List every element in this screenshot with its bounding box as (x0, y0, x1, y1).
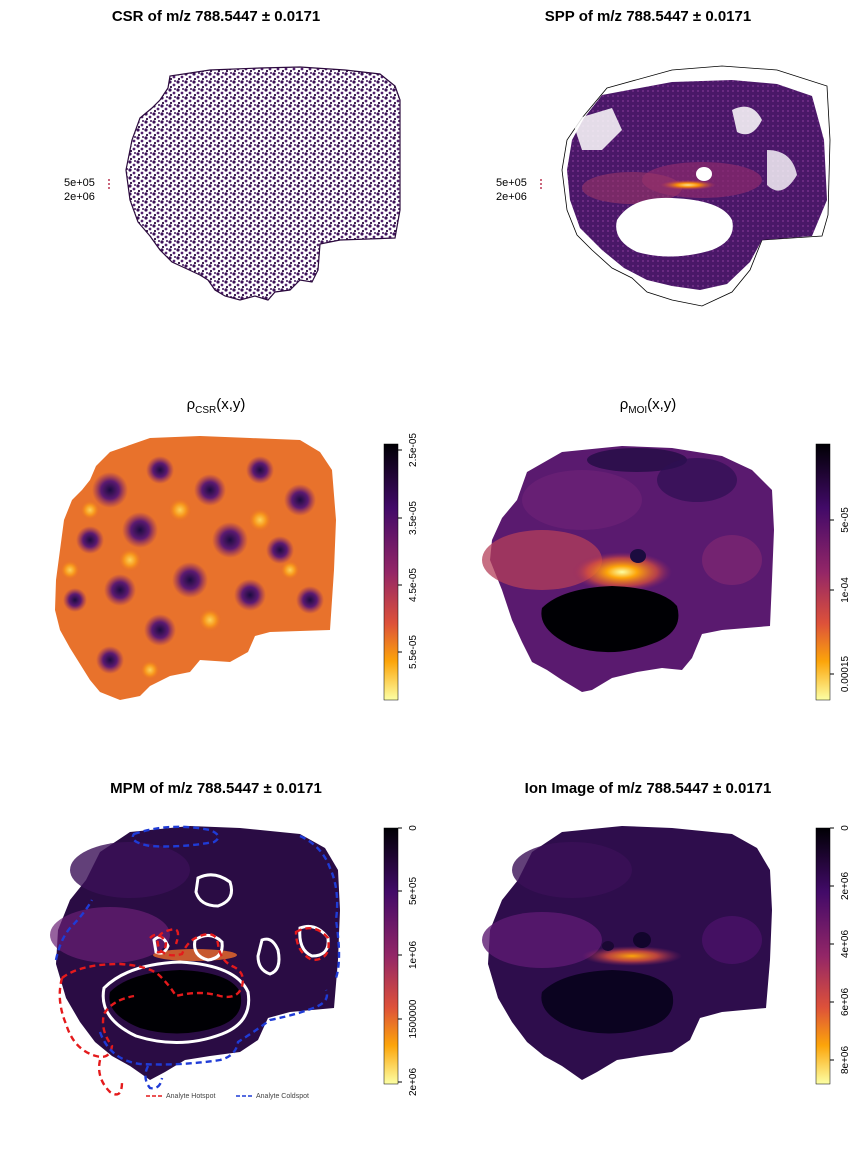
mpm-legend-hotspot: Analyte Hotspot (166, 1093, 215, 1100)
ion-panel: Ion Image of m/z 788.5447 ± 0.0171 (432, 760, 864, 1152)
csr-legend-label-2: 2e+06 (64, 191, 95, 203)
ion-ticks: 0 2e+06 4e+06 6e+06 8e+06 (830, 825, 851, 1074)
spp-legend-label-2: 2e+06 (496, 191, 527, 203)
csr-title: CSR of m/z 788.5447 ± 0.0171 (111, 8, 321, 25)
mpm-tick-5: 2e+06 (408, 1068, 419, 1097)
rho-moi-plot: 5e-05 1e-04 0.00015 (482, 443, 851, 701)
ion-plot: 0 2e+06 4e+06 6e+06 8e+06 (482, 825, 851, 1085)
rho-moi-tick-2: 1e-04 (840, 577, 851, 603)
spp-plot: 5e+05 2e+06 (496, 65, 831, 307)
spp-legend-label-1: 5e+05 (496, 177, 527, 189)
rho-csr-title: ρCSR(x,y) (0, 396, 432, 416)
csr-legend-label-1: 5e+05 (64, 177, 95, 189)
rho-csr-colorbar (383, 443, 399, 701)
rho-csr-suffix: (x,y) (216, 396, 246, 413)
mpm-panel: MPM of m/z 788.5447 ± 0.0171 (0, 760, 432, 1152)
rho-csr-tick-1: 2.5e-05 (408, 433, 419, 467)
rho-csr-ticks: 2.5e-05 3.5e-05 4.5e-05 5.5e-05 (398, 433, 419, 669)
mpm-tick-4: 1500000 (408, 999, 419, 1038)
ion-tick-2: 2e+06 (840, 872, 851, 901)
csr-legend: 5e+05 2e+06 (64, 177, 110, 203)
mpm-ticks: 0 5e+05 1e+06 1500000 2e+06 (398, 825, 419, 1096)
rho-csr-tick-4: 5.5e-05 (408, 635, 419, 669)
ion-tick-4: 6e+06 (840, 988, 851, 1017)
rho-csr-tick-2: 3.5e-05 (408, 501, 419, 535)
csr-panel: CSR of m/z 788.5447 ± 0.0171 5e+05 2e+06 (0, 0, 432, 380)
mpm-legend-coldspot: Analyte Coldspot (256, 1093, 309, 1100)
rho-moi-colorbar (815, 443, 831, 701)
spp-legend: 5e+05 2e+06 (496, 177, 542, 203)
rho-csr-tick-3: 4.5e-05 (408, 568, 419, 602)
mpm-tick-3: 1e+06 (408, 941, 419, 970)
rho-csr-sub: CSR (195, 405, 217, 416)
rho-moi-panel: ρMOI(x,y) (432, 380, 864, 760)
ion-tick-5: 8e+06 (840, 1046, 851, 1075)
rho-csr-plot: 2.5e-05 3.5e-05 4.5e-05 5.5e-05 (55, 433, 419, 701)
mpm-legend: Analyte Hotspot Analyte Coldspot (146, 1093, 309, 1100)
mpm-colorbar (383, 827, 399, 1085)
rho-csr-symbol: ρ (186, 396, 196, 413)
mpm-plot: 0 5e+05 1e+06 1500000 2e+06 Analyte Hots… (50, 825, 419, 1100)
rho-moi-sub: MOI (628, 405, 648, 416)
spp-title: SPP of m/z 788.5447 ± 0.0171 (544, 8, 752, 25)
mpm-tick-1: 0 (408, 825, 419, 831)
ion-colorbar (815, 827, 831, 1085)
rho-csr-panel: ρCSR(x,y) (0, 380, 432, 760)
rho-moi-symbol: ρ (619, 396, 629, 413)
rho-moi-tick-1: 5e-05 (840, 507, 851, 533)
rho-moi-title: ρMOI(x,y) (432, 396, 864, 416)
rho-moi-ticks: 5e-05 1e-04 0.00015 (830, 507, 851, 692)
ion-title: Ion Image of m/z 788.5447 ± 0.0171 (524, 780, 772, 797)
csr-plot: 5e+05 2e+06 (64, 66, 401, 301)
rho-moi-suffix: (x,y) (647, 396, 677, 413)
mpm-title: MPM of m/z 788.5447 ± 0.0171 (110, 780, 322, 797)
mpm-tick-2: 5e+05 (408, 877, 419, 906)
ion-tick-3: 4e+06 (840, 930, 851, 959)
rho-moi-tick-3: 0.00015 (840, 655, 851, 692)
ion-tick-1: 0 (840, 825, 851, 831)
spp-panel: SPP of m/z 788.5447 ± 0.0171 5e+05 2e+06 (432, 0, 864, 380)
